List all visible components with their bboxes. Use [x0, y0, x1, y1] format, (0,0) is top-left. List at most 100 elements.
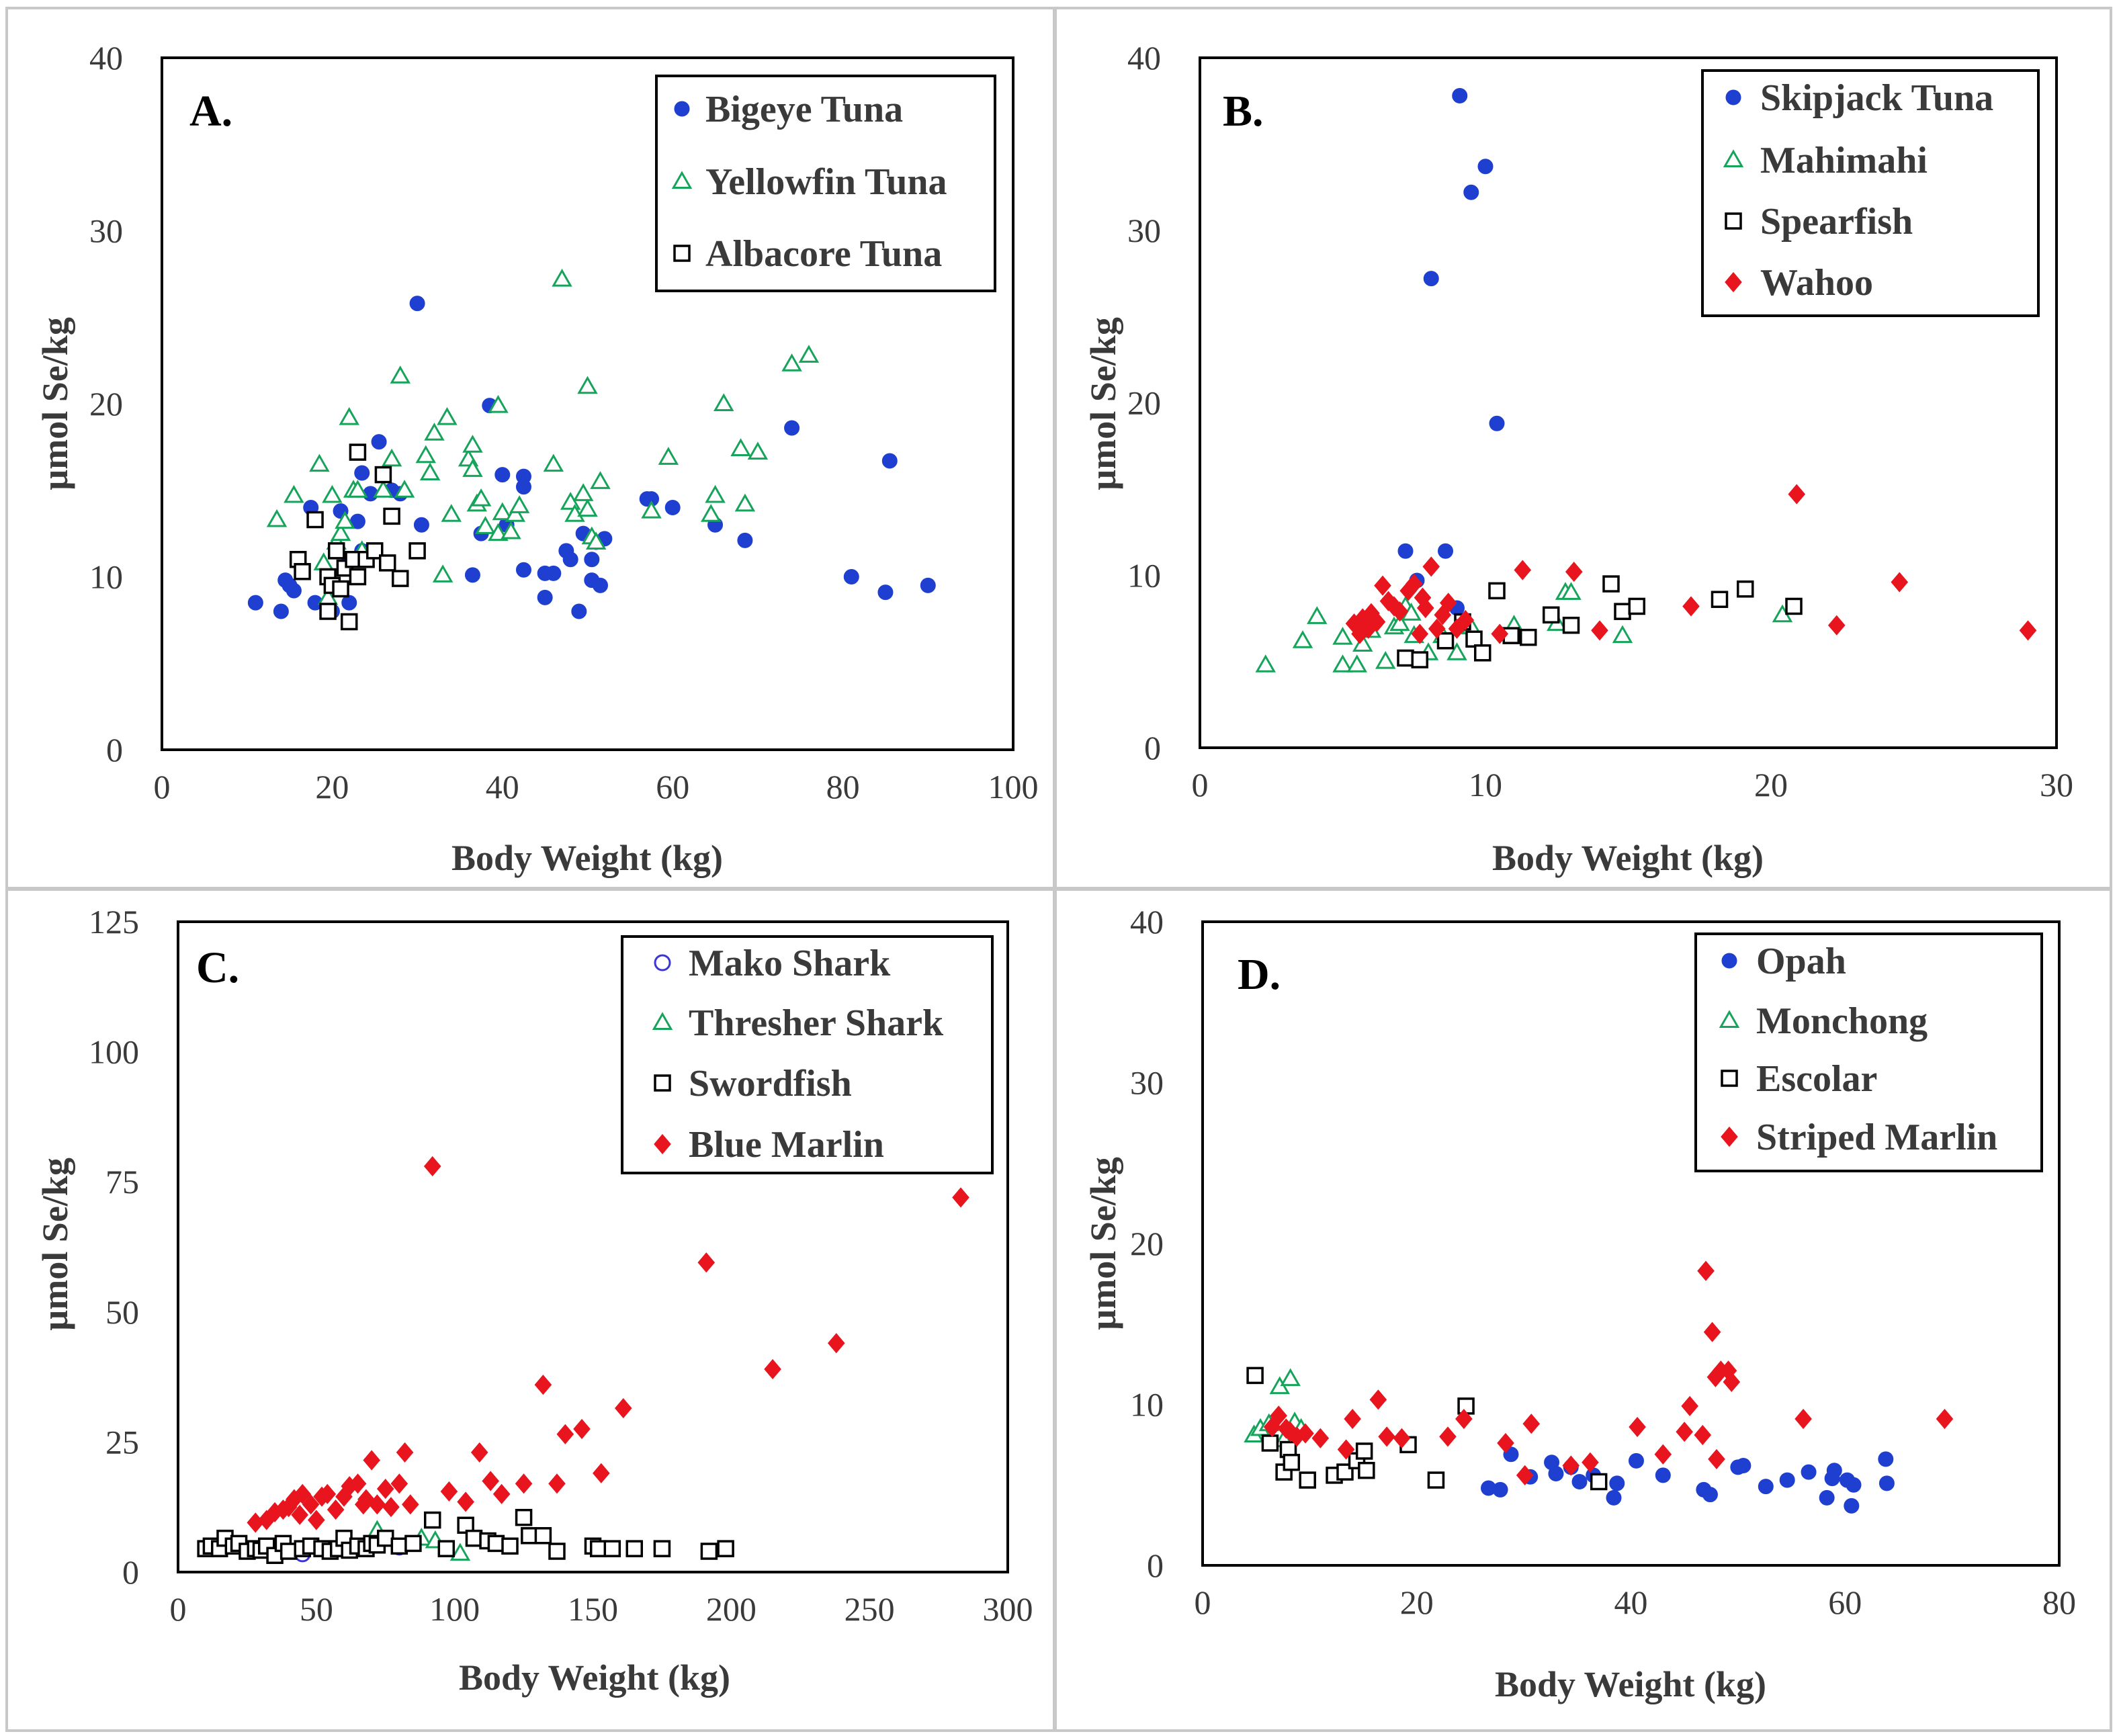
striped-marlin-point [1694, 1424, 1712, 1446]
spearfish-point [1562, 616, 1580, 634]
panel-c-x-axis-title: Body Weight (kg) [459, 1657, 730, 1698]
panel-c-legend-entry-2: Thresher Shark [652, 1002, 944, 1044]
swordfish-point [501, 1537, 519, 1555]
y-tick-label: 30 [1130, 1064, 1164, 1102]
striped-marlin-point [1344, 1408, 1361, 1430]
blue-marlin-point [368, 1494, 386, 1515]
blue-marlin-point [396, 1442, 414, 1463]
striped-marlin-point [1582, 1452, 1599, 1473]
panel-a-plot-frame [161, 56, 1014, 751]
wahoo-point [2019, 620, 2037, 641]
striped-marlin-point [1708, 1448, 1725, 1470]
y-tick-label: 10 [1127, 556, 1161, 594]
panel-d-marks [1244, 1260, 1954, 1514]
monchong-legend-marker [1719, 1010, 1740, 1028]
yellowfin-tuna-point [641, 500, 662, 519]
swordfish-point [603, 1540, 621, 1557]
opah-point [1801, 1464, 1817, 1480]
y-tick-label: 0 [1147, 1547, 1164, 1584]
striped-marlin-point [1654, 1444, 1672, 1465]
striped-marlin-point [1697, 1260, 1715, 1281]
panel-a: 0 20 40 60 80 100 0 10 20 30 40 A. Body Weight (kg… [5, 7, 1055, 889]
spearfish-legend-symbol [1725, 212, 1742, 230]
y-tick-label: 40 [89, 39, 123, 77]
yellowfin-tuna-point [339, 406, 359, 425]
y-tick-label: 0 [1144, 729, 1161, 767]
opah-legend-symbol [1721, 953, 1737, 969]
mahimahi-point [1352, 634, 1373, 652]
mahimahi-point [1612, 625, 1633, 644]
mahimahi-point [1255, 654, 1276, 672]
mahimahi-point [1561, 582, 1582, 600]
bigeye-tuna-point [843, 569, 859, 584]
yellowfin-tuna-point [509, 495, 530, 513]
panel-a-legend-box [655, 75, 996, 292]
yellowfin-tuna-point [713, 393, 734, 411]
albacore-tuna-point [319, 603, 337, 620]
escolar-point [1427, 1471, 1445, 1489]
spearfish-legend-label: Spearfish [1760, 201, 1913, 243]
albacore-tuna-point [366, 542, 384, 560]
panel-c-legend: Mako Shark Thresher Shark Swordfish Blue… [621, 935, 994, 1174]
yellowfin-tuna-point [505, 504, 526, 522]
blue-marlin-point [376, 1479, 394, 1500]
x-tick-label: 300 [983, 1590, 1033, 1628]
blue-marlin-point [548, 1473, 566, 1494]
bigeye-tuna-point [341, 595, 357, 611]
panel-b-legend-entry-1: Skipjack Tuna [1725, 77, 1993, 119]
albacore-tuna-series [289, 443, 426, 631]
panel-d-legend-entry-4: Striped Marlin [1721, 1117, 1997, 1158]
yellowfin-tuna-point [730, 438, 751, 456]
yellowfin-tuna-series [266, 268, 820, 605]
mahimahi-point [1292, 630, 1313, 648]
swordfish-point [534, 1527, 552, 1545]
yellowfin-tuna-point [394, 480, 415, 498]
skipjack-tuna-point [1397, 543, 1414, 559]
x-tick-label: 60 [1828, 1583, 1862, 1621]
skipjack-tuna-point [1489, 415, 1505, 431]
opah-point [1826, 1463, 1842, 1479]
y-tick-label: 125 [89, 903, 139, 941]
albacore-tuna-point [383, 507, 400, 525]
opah-point [1846, 1477, 1862, 1493]
swordfish-point [515, 1508, 533, 1526]
wahoo-point [1391, 601, 1409, 622]
bigeye-tuna-point [920, 577, 936, 593]
x-tick-label: 20 [1754, 766, 1788, 804]
swordfish-point [521, 1527, 538, 1545]
albacore-tuna-point [408, 542, 426, 560]
bigeye-tuna-point [584, 552, 600, 568]
swordfish-point [377, 1529, 394, 1547]
monchong-legend-symbol [1719, 1010, 1740, 1028]
spearfish-point [1785, 597, 1803, 615]
striped-marlin-legend-marker [1721, 1126, 1738, 1147]
blue-marlin-point [556, 1424, 574, 1444]
yellowfin-tuna-point [390, 365, 410, 384]
yellowfin-tuna-point [781, 353, 802, 372]
wahoo-point [1439, 593, 1457, 613]
opah-point [1735, 1458, 1752, 1474]
opah-point [1779, 1472, 1795, 1488]
yellowfin-tuna-point [322, 484, 343, 503]
yellowfin-tuna-point [309, 453, 330, 472]
bigeye-tuna-point [515, 479, 531, 495]
opah-legend-marker [1721, 953, 1737, 969]
wahoo-point [1428, 618, 1446, 639]
escolar-legend-marker [1721, 1070, 1738, 1087]
wahoo-point [1374, 575, 1391, 596]
blue-marlin-point [423, 1156, 441, 1177]
yellowfin-tuna-point [330, 523, 351, 541]
panel-c-ticks: 0 50 100 150 200 250 300 0 25 50 75 100 125 [89, 903, 1033, 1628]
striped-marlin-point [1270, 1405, 1287, 1426]
blue-marlin-legend-symbol [654, 1133, 671, 1155]
panel-a-legend-entry-1: Bigeye Tuna [674, 89, 903, 130]
escolar-series [1246, 1366, 1608, 1491]
yellowfin-tuna-point [381, 448, 402, 467]
wahoo-point [1827, 615, 1846, 636]
escolar-point [1246, 1366, 1264, 1385]
spearfish-point [1411, 651, 1428, 668]
y-tick-label: 25 [105, 1423, 139, 1461]
swordfish-legend-symbol [654, 1074, 671, 1092]
x-tick-label: 200 [706, 1590, 756, 1628]
panel-a-label: A. [189, 87, 232, 136]
